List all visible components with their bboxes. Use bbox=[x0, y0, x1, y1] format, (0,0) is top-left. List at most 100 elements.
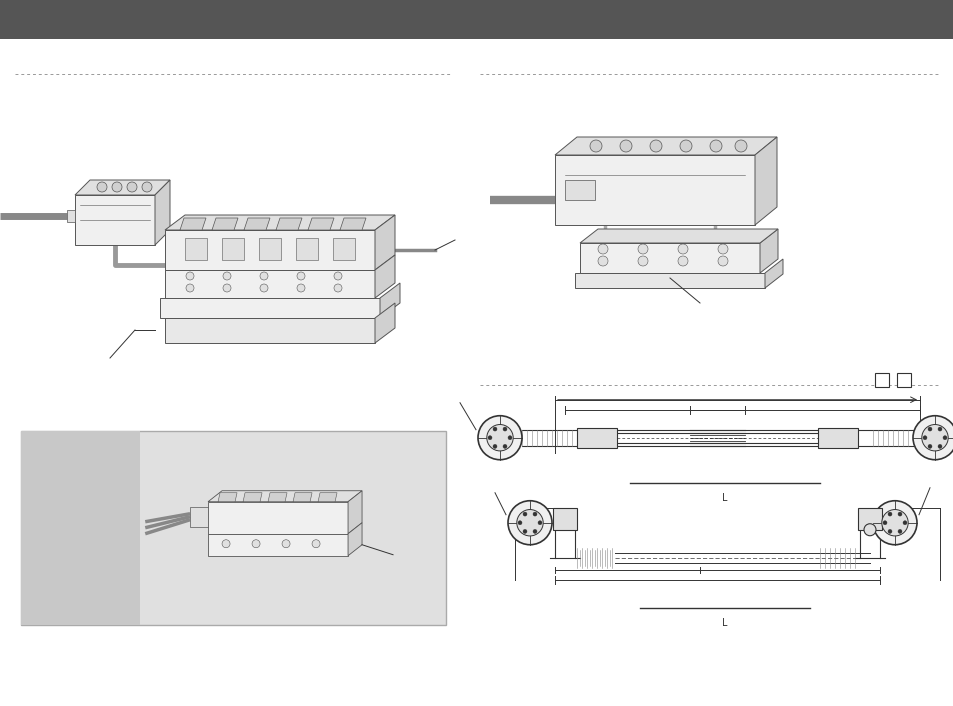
Bar bbox=[874, 373, 888, 387]
Circle shape bbox=[502, 427, 506, 431]
Circle shape bbox=[921, 424, 947, 451]
Circle shape bbox=[97, 182, 107, 192]
Circle shape bbox=[507, 501, 552, 545]
Bar bbox=[553, 508, 577, 530]
Polygon shape bbox=[754, 137, 776, 225]
Circle shape bbox=[638, 244, 647, 254]
Polygon shape bbox=[180, 218, 206, 230]
Polygon shape bbox=[165, 215, 395, 230]
Bar bbox=[222, 238, 244, 260]
Circle shape bbox=[649, 140, 661, 152]
Polygon shape bbox=[760, 229, 778, 273]
Circle shape bbox=[887, 512, 891, 516]
Circle shape bbox=[296, 284, 305, 292]
Circle shape bbox=[598, 244, 607, 254]
Polygon shape bbox=[165, 318, 375, 343]
Circle shape bbox=[223, 284, 231, 292]
Circle shape bbox=[223, 272, 231, 280]
Circle shape bbox=[902, 521, 906, 525]
Polygon shape bbox=[555, 137, 776, 155]
Polygon shape bbox=[348, 491, 362, 534]
Circle shape bbox=[589, 140, 601, 152]
Bar bbox=[190, 507, 208, 527]
Polygon shape bbox=[293, 493, 312, 502]
Circle shape bbox=[734, 140, 746, 152]
Circle shape bbox=[709, 140, 721, 152]
Circle shape bbox=[863, 524, 875, 536]
Circle shape bbox=[112, 182, 122, 192]
Text: L: L bbox=[721, 618, 727, 628]
Polygon shape bbox=[308, 218, 334, 230]
Polygon shape bbox=[75, 180, 170, 195]
Circle shape bbox=[477, 416, 521, 460]
Circle shape bbox=[507, 436, 512, 440]
Circle shape bbox=[937, 427, 941, 431]
Circle shape bbox=[882, 521, 886, 525]
Bar bbox=[295, 238, 317, 260]
Polygon shape bbox=[275, 218, 302, 230]
Polygon shape bbox=[375, 303, 395, 343]
Circle shape bbox=[186, 284, 193, 292]
Circle shape bbox=[222, 539, 230, 548]
Polygon shape bbox=[375, 255, 395, 298]
Circle shape bbox=[718, 244, 727, 254]
Circle shape bbox=[517, 521, 521, 525]
Circle shape bbox=[127, 182, 137, 192]
Circle shape bbox=[296, 272, 305, 280]
Circle shape bbox=[923, 436, 926, 440]
Polygon shape bbox=[243, 493, 262, 502]
Circle shape bbox=[537, 521, 541, 525]
Circle shape bbox=[897, 530, 901, 534]
Circle shape bbox=[493, 427, 497, 431]
Bar bbox=[564, 180, 595, 200]
Circle shape bbox=[678, 244, 687, 254]
Circle shape bbox=[260, 284, 268, 292]
Polygon shape bbox=[268, 493, 287, 502]
Polygon shape bbox=[555, 155, 754, 225]
Circle shape bbox=[679, 140, 691, 152]
Circle shape bbox=[502, 444, 506, 448]
Polygon shape bbox=[317, 493, 336, 502]
Circle shape bbox=[282, 539, 290, 548]
Bar bbox=[21, 431, 140, 625]
Circle shape bbox=[718, 256, 727, 266]
Polygon shape bbox=[764, 259, 782, 288]
Circle shape bbox=[334, 284, 341, 292]
Bar bbox=[817, 428, 857, 448]
Polygon shape bbox=[208, 534, 348, 556]
Polygon shape bbox=[244, 218, 270, 230]
Bar bbox=[0, 0, 953, 39]
Bar bbox=[21, 431, 446, 625]
Circle shape bbox=[252, 539, 260, 548]
Circle shape bbox=[334, 272, 341, 280]
Circle shape bbox=[312, 539, 319, 548]
Circle shape bbox=[872, 501, 916, 545]
Polygon shape bbox=[165, 230, 375, 270]
Polygon shape bbox=[165, 270, 375, 298]
Bar bbox=[577, 428, 617, 448]
Polygon shape bbox=[208, 502, 348, 534]
Circle shape bbox=[678, 256, 687, 266]
Circle shape bbox=[533, 530, 537, 534]
Circle shape bbox=[260, 272, 268, 280]
Circle shape bbox=[912, 416, 953, 460]
Bar bbox=[857, 508, 882, 530]
Polygon shape bbox=[75, 195, 154, 245]
Bar bbox=[896, 373, 910, 387]
Circle shape bbox=[942, 436, 946, 440]
Circle shape bbox=[619, 140, 631, 152]
Polygon shape bbox=[579, 229, 778, 243]
Polygon shape bbox=[154, 180, 170, 245]
Circle shape bbox=[897, 512, 901, 516]
Circle shape bbox=[142, 182, 152, 192]
Polygon shape bbox=[579, 243, 760, 273]
Bar bbox=[67, 210, 75, 222]
Circle shape bbox=[881, 510, 907, 536]
Circle shape bbox=[517, 510, 542, 536]
Circle shape bbox=[486, 424, 513, 451]
Text: L: L bbox=[721, 493, 727, 503]
Polygon shape bbox=[208, 491, 362, 502]
Bar bbox=[258, 238, 281, 260]
Circle shape bbox=[937, 444, 941, 448]
Polygon shape bbox=[575, 273, 764, 288]
